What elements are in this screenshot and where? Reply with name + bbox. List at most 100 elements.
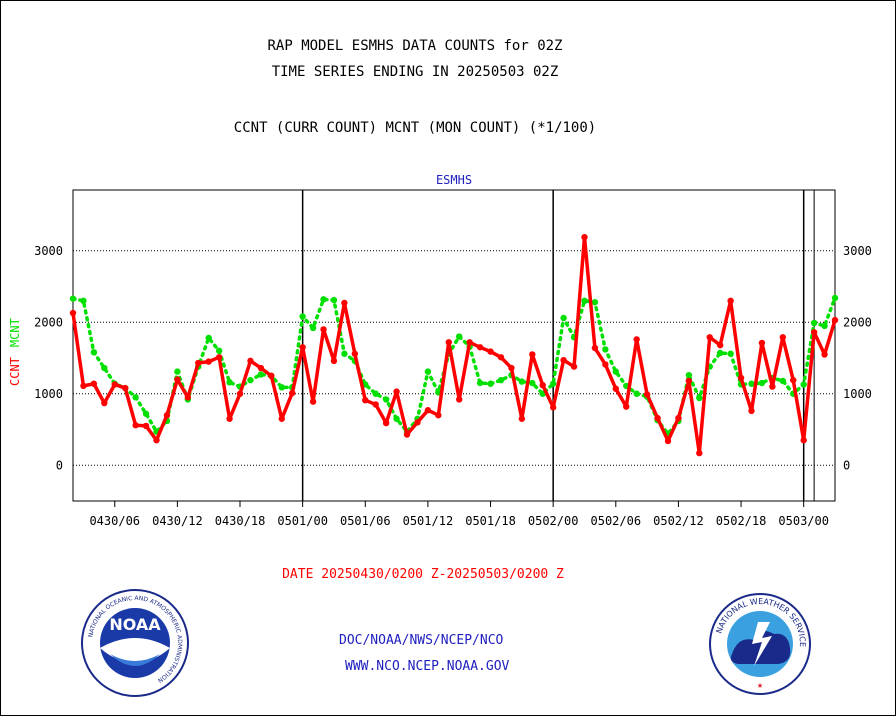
y-tick-label-right: 2000 (843, 315, 872, 329)
data-point-ccnt (309, 398, 317, 405)
data-point-ccnt (268, 372, 275, 380)
x-tick-label: 0430/12 (152, 514, 203, 528)
data-point-ccnt (101, 399, 108, 407)
data-point-mcnt (341, 350, 348, 357)
data-point-mcnt (821, 322, 828, 330)
data-point-ccnt (445, 339, 452, 346)
data-point-ccnt (236, 390, 244, 397)
data-point-ccnt (487, 348, 494, 355)
x-tick-label: 0502/12 (653, 514, 704, 528)
data-point-mcnt (215, 347, 223, 355)
data-point-ccnt (633, 336, 640, 343)
data-point-ccnt (456, 396, 463, 403)
y-axis-label: CCNT MCNT (8, 318, 22, 386)
data-point-mcnt (612, 368, 619, 375)
data-point-ccnt (403, 431, 411, 438)
data-point-ccnt (215, 354, 223, 361)
data-point-mcnt (309, 324, 317, 332)
y-tick-label-right: 1000 (843, 387, 872, 401)
data-point-mcnt (205, 334, 212, 342)
data-point-ccnt (184, 394, 192, 401)
data-point-ccnt (737, 374, 745, 382)
data-point-mcnt (497, 376, 505, 384)
noaa-logo-icon: NOAA NATIONAL OCEANIC AND ATMOSPHERIC AD… (81, 589, 189, 697)
data-point-ccnt (299, 344, 306, 351)
data-point-ccnt (706, 334, 713, 341)
data-point-ccnt (758, 339, 766, 347)
data-point-ccnt (602, 361, 609, 368)
chart-header-line3: CCNT (CURR COUNT) MCNT (MON COUNT) (*1/1… (233, 120, 597, 136)
data-point-mcnt (476, 379, 484, 387)
data-point-ccnt (121, 384, 129, 392)
data-point-ccnt (800, 437, 807, 444)
data-point-mcnt (299, 313, 306, 320)
x-tick-label: 0503/00 (778, 514, 829, 528)
data-point-ccnt (414, 419, 421, 426)
data-point-mcnt (330, 296, 338, 304)
data-point-ccnt (612, 385, 619, 392)
y-tick-label-left: 0 (56, 458, 63, 472)
data-point-mcnt (372, 390, 379, 397)
data-point-ccnt (69, 309, 77, 317)
data-point-ccnt (716, 341, 724, 349)
y-axis-label-ccnt: CCNT (8, 357, 22, 386)
data-point-ccnt (174, 376, 181, 383)
data-point-ccnt (195, 359, 202, 367)
data-point-mcnt (487, 380, 494, 387)
data-point-mcnt (382, 396, 390, 403)
data-point-mcnt (685, 371, 693, 379)
data-point-ccnt (539, 381, 546, 389)
data-point-ccnt (560, 356, 567, 364)
data-point-ccnt (341, 299, 348, 307)
data-point-mcnt (278, 384, 285, 391)
data-point-ccnt (372, 401, 379, 408)
data-point-ccnt (111, 381, 118, 388)
y-tick-label-left: 3000 (34, 244, 63, 258)
data-point-ccnt (320, 326, 327, 333)
data-point-ccnt (727, 297, 734, 305)
data-point-ccnt (821, 351, 828, 358)
nws-logo-icon: NATIONAL WEATHER SERVICE ★ (709, 593, 811, 695)
data-point-mcnt (810, 319, 818, 327)
x-tick-label: 0502/06 (591, 514, 642, 528)
data-point-ccnt (393, 388, 400, 395)
data-point-mcnt (320, 296, 327, 303)
data-point-mcnt (132, 394, 139, 401)
data-point-ccnt (790, 376, 797, 384)
chart-header-line1: RAP MODEL ESMHS DATA COUNTS for 02Z (267, 38, 563, 54)
data-point-ccnt (831, 316, 839, 324)
data-point-ccnt (549, 404, 557, 411)
data-point-ccnt (90, 380, 98, 387)
data-point-ccnt (153, 437, 160, 444)
data-point-ccnt (278, 415, 285, 422)
data-point-mcnt (80, 297, 87, 305)
data-point-ccnt (643, 391, 651, 398)
data-point-ccnt (163, 412, 171, 419)
data-point-ccnt (591, 344, 599, 352)
x-tick-label: 0502/18 (716, 514, 767, 528)
data-point-mcnt (831, 294, 839, 302)
plot-area (72, 189, 836, 502)
x-tick-label: 0501/18 (465, 514, 516, 528)
data-point-ccnt (497, 354, 505, 361)
footer-org-path: DOC/NOAA/NWS/NCEP/NCO (339, 633, 504, 648)
data-point-mcnt (424, 368, 432, 375)
data-point-mcnt (393, 415, 400, 422)
data-point-ccnt (581, 233, 588, 241)
data-point-mcnt (591, 299, 599, 306)
data-point-ccnt (810, 329, 818, 336)
data-point-ccnt (257, 364, 265, 372)
data-point-mcnt (142, 410, 150, 417)
x-tick-label: 0430/06 (89, 514, 140, 528)
x-tick-label: 0502/00 (528, 514, 579, 528)
data-point-ccnt (508, 364, 515, 372)
x-tick-label: 0501/06 (340, 514, 391, 528)
data-point-ccnt (696, 449, 703, 457)
data-point-mcnt (90, 349, 98, 356)
data-point-ccnt (132, 422, 139, 429)
data-point-ccnt (362, 396, 369, 404)
data-point-ccnt (664, 437, 672, 445)
chart-header-line2: TIME SERIES ENDING IN 20250503 02Z (271, 64, 559, 80)
footer-website[interactable]: WWW.NCO.NCEP.NOAA.GOV (345, 659, 510, 674)
data-point-ccnt (80, 382, 87, 390)
